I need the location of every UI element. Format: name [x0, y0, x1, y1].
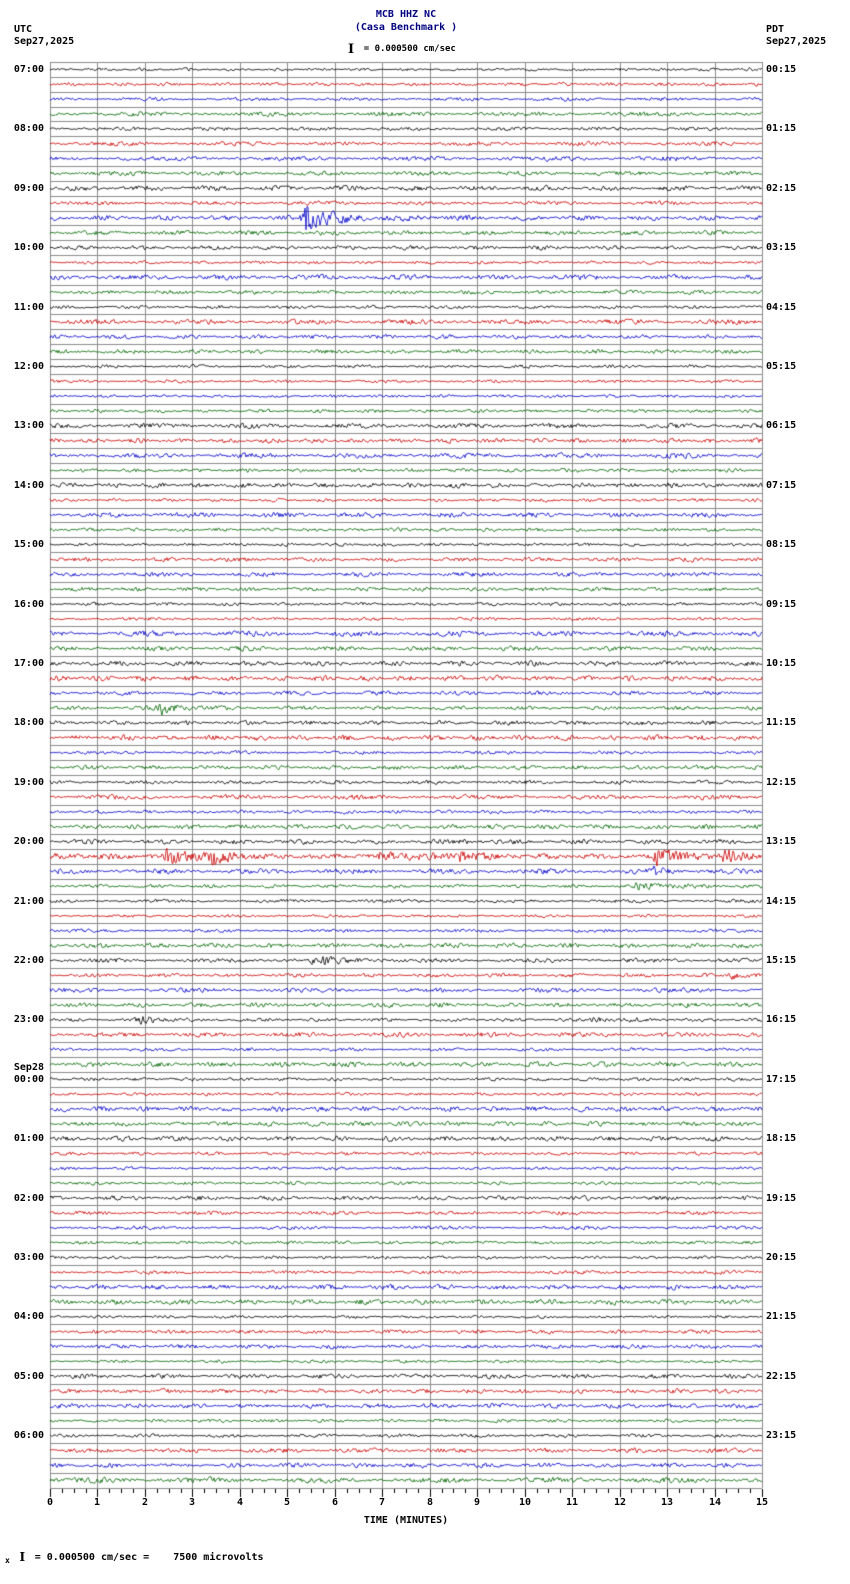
- row-label-utc: 03:00: [13, 1252, 44, 1263]
- row-label-local: 09:15: [766, 599, 797, 610]
- left-date-label: Sep27,2025: [14, 36, 75, 47]
- row-label-local: 13:15: [766, 836, 797, 847]
- row-label-local: 12:15: [766, 777, 797, 788]
- row-label-local: 02:15: [766, 183, 797, 194]
- row-label-local: 03:15: [766, 242, 797, 253]
- left-timezone-label: UTC: [14, 24, 33, 35]
- x-axis-tick-label: 9: [473, 1497, 481, 1508]
- row-label-utc: 19:00: [13, 777, 44, 788]
- x-axis-tick-label: 13: [660, 1497, 674, 1508]
- x-axis-tick-label: 3: [188, 1497, 196, 1508]
- row-label-utc: 10:00: [13, 242, 44, 253]
- row-label-local: 08:15: [766, 539, 797, 550]
- row-label-utc: 16:00: [13, 599, 44, 610]
- station-title: MCB HHZ NC: [375, 9, 437, 20]
- row-label-utc: 06:00: [13, 1430, 44, 1441]
- x-axis-title: TIME (MINUTES): [363, 1515, 449, 1526]
- row-label-utc: 23:00: [13, 1014, 44, 1025]
- row-label-utc: 21:00: [13, 896, 44, 907]
- row-label-local: 14:15: [766, 896, 797, 907]
- x-axis-tick-label: 8: [426, 1497, 434, 1508]
- row-label-utc: 18:00: [13, 717, 44, 728]
- row-label-local: 21:15: [766, 1311, 797, 1322]
- page-header: MCB HHZ NC: [0, 2, 812, 21]
- scale-legend: I = 0.000500 cm/sec: [348, 38, 456, 57]
- x-axis-title-row: TIME (MINUTES): [0, 1508, 812, 1527]
- row-label-utc: 05:00: [13, 1371, 44, 1382]
- row-label-local: 22:15: [766, 1371, 797, 1382]
- row-label-local: 05:15: [766, 361, 797, 372]
- x-axis-tick-label: 10: [518, 1497, 532, 1508]
- row-label-utc: 07:00: [13, 64, 44, 75]
- x-axis-tick-label: 7: [378, 1497, 386, 1508]
- row-label-utc: 14:00: [13, 480, 44, 491]
- row-label-utc: 01:00: [13, 1133, 44, 1144]
- right-timezone-label: PDT: [766, 24, 785, 35]
- row-label-utc: 20:00: [13, 836, 44, 847]
- row-label-local: 06:15: [766, 420, 797, 431]
- row-label-local: 04:15: [766, 302, 797, 313]
- footer-scale-bar-icon: I: [19, 1550, 26, 1564]
- footer-scale-text: = 0.000500 cm/sec = 7500 microvolts: [34, 1552, 264, 1563]
- x-axis-tick-label: 0: [46, 1497, 54, 1508]
- footer-legend: x I = 0.000500 cm/sec = 7500 microvolts: [5, 1546, 264, 1565]
- row-label-utc: 17:00: [13, 658, 44, 669]
- x-axis-tick-label: 5: [283, 1497, 291, 1508]
- row-label-utc: 12:00: [13, 361, 44, 372]
- x-axis-tick-label: 4: [236, 1497, 244, 1508]
- x-axis-tick-label: 11: [565, 1497, 579, 1508]
- row-label-local: 11:15: [766, 717, 797, 728]
- row-label-local: 23:15: [766, 1430, 797, 1441]
- row-label-utc: 13:00: [13, 420, 44, 431]
- x-axis-tick-label: 2: [141, 1497, 149, 1508]
- row-label-utc: 04:00: [13, 1311, 44, 1322]
- row-label-local: 01:15: [766, 123, 797, 134]
- footer-prefix: x: [5, 1556, 10, 1565]
- scale-bar-icon: I: [348, 42, 355, 57]
- row-label-utc: 02:00: [13, 1193, 44, 1204]
- scale-text: = 0.000500 cm/sec: [363, 44, 456, 54]
- row-label-local: 15:15: [766, 955, 797, 966]
- row-label-utc: 00:00: [13, 1074, 44, 1085]
- x-axis-tick-label: 14: [708, 1497, 722, 1508]
- station-subtitle-row: (Casa Benchmark ): [0, 15, 812, 34]
- row-label-utc: 22:00: [13, 955, 44, 966]
- row-label-local: 19:15: [766, 1193, 797, 1204]
- row-label-local: 07:15: [766, 480, 797, 491]
- x-axis-tick-label: 6: [331, 1497, 339, 1508]
- row-label-local: 10:15: [766, 658, 797, 669]
- x-axis-tick-label: 15: [755, 1497, 769, 1508]
- row-label-local: 00:15: [766, 64, 797, 75]
- station-subtitle: (Casa Benchmark ): [354, 22, 458, 33]
- row-label-utc: 15:00: [13, 539, 44, 550]
- row-label-utc: 09:00: [13, 183, 44, 194]
- x-axis-tick-label: 12: [613, 1497, 627, 1508]
- row-label-date-break: Sep28: [13, 1062, 44, 1073]
- x-axis-tick-label: 1: [93, 1497, 101, 1508]
- row-label-local: 17:15: [766, 1074, 797, 1085]
- right-date-label: Sep27,2025: [766, 36, 827, 47]
- row-label-utc: 11:00: [13, 302, 44, 313]
- row-label-local: 16:15: [766, 1014, 797, 1025]
- row-label-local: 20:15: [766, 1252, 797, 1263]
- row-label-local: 18:15: [766, 1133, 797, 1144]
- row-label-utc: 08:00: [13, 123, 44, 134]
